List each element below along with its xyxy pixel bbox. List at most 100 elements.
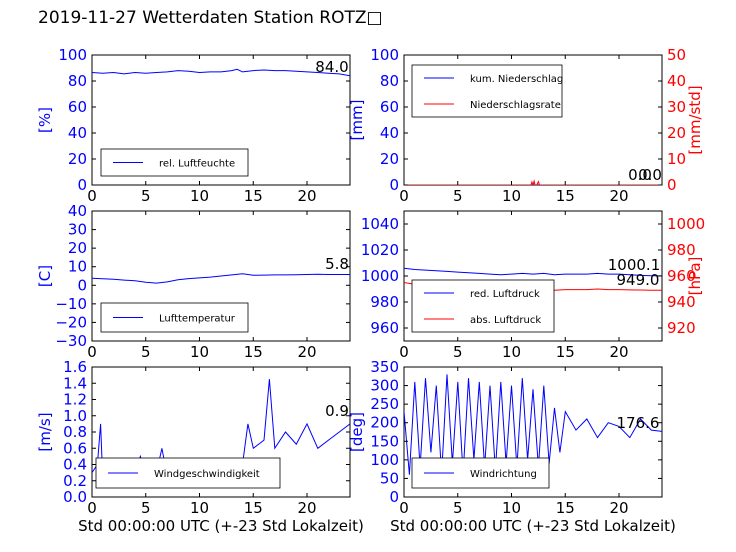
- y-tick-label: 300: [370, 377, 399, 395]
- legend-label: Windrichtung: [470, 469, 537, 480]
- y-tick-label: −10: [55, 295, 87, 313]
- y-tick-label: −30: [55, 332, 87, 350]
- x-tick-label: 15: [556, 343, 575, 361]
- x-tick-label: 20: [297, 499, 316, 517]
- y-tick-label: 50: [380, 469, 399, 487]
- y-axis-label: [deg]: [348, 412, 366, 452]
- y-tick-label: 250: [370, 395, 399, 413]
- subplot-temperature: 0 5 10 15 20−30−20−10010203040[C]Lufttempera…: [36, 202, 351, 361]
- x-tick-label: 15: [244, 343, 263, 361]
- y2-tick-label: 40: [667, 72, 686, 90]
- y-tick-label: 20: [380, 150, 399, 168]
- series-line-temperature-0: [92, 273, 350, 284]
- x-axis-label-left: Std 00:00:00 UTC (+-23 Std Lokalzeit): [78, 517, 364, 535]
- y2-tick-label: 30: [667, 98, 686, 116]
- y-axis-label: [%]: [36, 107, 54, 133]
- y-tick-label: 0.0: [63, 488, 87, 506]
- x-tick-label: 10: [502, 187, 521, 205]
- x-tick-label: 0: [399, 343, 409, 361]
- legend-box: [411, 64, 563, 118]
- y2-tick-label: 10: [667, 150, 686, 168]
- value-label: 0.9: [325, 402, 349, 420]
- series-line-humidity-0: [92, 68, 350, 77]
- y-tick-label: 1.2: [63, 391, 87, 409]
- x-tick-label: 5: [141, 343, 151, 361]
- y-tick-label: 0: [389, 488, 399, 506]
- legend-winddirection: Windrichtung: [411, 457, 550, 489]
- y2-tick-label: 940: [667, 293, 696, 311]
- y-tick-label: 1.6: [63, 358, 87, 376]
- y-tick-label: 960: [370, 319, 399, 337]
- x-tick-label: 15: [556, 187, 575, 205]
- y2-tick-label: 980: [667, 241, 696, 259]
- x-tick-label: 0: [87, 187, 97, 205]
- y-tick-label: 0: [77, 276, 87, 294]
- x-tick-label: 20: [297, 187, 316, 205]
- legend-label: rel. Luftfeuchte: [159, 159, 235, 170]
- subplot-precipitation: 0 5 10 15 20 0 20 40 60 80 100 0 10 20 30 40 50 [mm/std] […: [348, 46, 704, 205]
- y2-tick-label: 1000: [667, 215, 705, 233]
- x-tick-label: 5: [453, 187, 463, 205]
- y-tick-label: 0.6: [63, 439, 87, 457]
- y-axis-label: [mm]: [348, 100, 366, 141]
- x-tick-label: 15: [244, 499, 263, 517]
- y2-tick-label: 960: [667, 267, 696, 285]
- y2-tick-label: 20: [667, 124, 686, 142]
- x-tick-label: 10: [190, 499, 209, 517]
- legend-label: kum. Niederschlag: [470, 74, 563, 85]
- value-label: 0.0: [628, 166, 652, 184]
- series-line-winddirection-0: [404, 374, 662, 475]
- legend-label: red. Luftdruck: [470, 289, 540, 300]
- y-tick-label: 1000: [361, 267, 399, 285]
- y-tick-label: 1040: [361, 215, 399, 233]
- legend-precipitation: kum. Niederschlag Niederschlagsrate: [411, 64, 563, 118]
- series-line-precipitation-1: [404, 179, 662, 185]
- y2-tick-label: 50: [667, 46, 686, 64]
- x-tick-label: 15: [556, 499, 575, 517]
- y2-tick-label: 920: [667, 319, 696, 337]
- x-tick-label: 5: [453, 499, 463, 517]
- y2-tick-label: 0: [667, 176, 677, 194]
- x-tick-label: 10: [502, 343, 521, 361]
- y-tick-label: 40: [68, 124, 87, 142]
- y-tick-label: 100: [370, 451, 399, 469]
- legend-label: Windgeschwindigkeit: [154, 469, 260, 480]
- y-tick-label: 350: [370, 358, 399, 376]
- x-tick-label: 10: [190, 343, 209, 361]
- x-tick-label: 20: [297, 343, 316, 361]
- legend-label: Niederschlagsrate: [470, 100, 561, 111]
- legend-windspeed: Windgeschwindigkeit: [95, 457, 281, 489]
- x-tick-label: 10: [502, 499, 521, 517]
- x-tick-label: 5: [453, 343, 463, 361]
- y-tick-label: 40: [68, 202, 87, 220]
- y-tick-label: 60: [68, 98, 87, 116]
- y-tick-label: 200: [370, 414, 399, 432]
- y-tick-label: 1.0: [63, 407, 87, 425]
- subplot-pressure: 0 5 10 15 20 960 980 1000 1020 1040 920 940 960 980 10…: [361, 210, 705, 361]
- y-tick-label: 1020: [361, 241, 399, 259]
- y-tick-label: 20: [68, 239, 87, 257]
- y-tick-label: 980: [370, 293, 399, 311]
- y2-axis-label: [mm/std]: [686, 85, 704, 154]
- y-axis-label: [m/s]: [36, 412, 54, 451]
- x-tick-label: 5: [141, 499, 151, 517]
- x-tick-label: 10: [190, 187, 209, 205]
- y2-axis-label: [hPa]: [686, 257, 704, 296]
- y-tick-label: 100: [58, 46, 87, 64]
- y-axis-label: [C]: [36, 265, 54, 287]
- y-tick-label: 100: [370, 46, 399, 64]
- x-tick-label: 20: [609, 499, 628, 517]
- x-tick-label: 0: [399, 187, 409, 205]
- y-tick-label: 80: [380, 72, 399, 90]
- legend-label: abs. Luftdruck: [470, 315, 541, 326]
- y-tick-label: 80: [68, 72, 87, 90]
- subplot-humidity: 0 5 10 15 20 0 20 40 60 80 100 [%] rel. Luftfeuchte 8…: [36, 46, 351, 205]
- legend-label: Lufttemperatur: [159, 314, 236, 325]
- value-label: 5.8: [325, 255, 349, 273]
- legend-pressure: red. Luftdruck abs. Luftdruck: [411, 279, 555, 333]
- y-tick-label: 60: [380, 98, 399, 116]
- value-label: 1000.1: [608, 256, 661, 274]
- legend-humidity: rel. Luftfeuchte: [100, 148, 249, 177]
- x-tick-label: 15: [244, 187, 263, 205]
